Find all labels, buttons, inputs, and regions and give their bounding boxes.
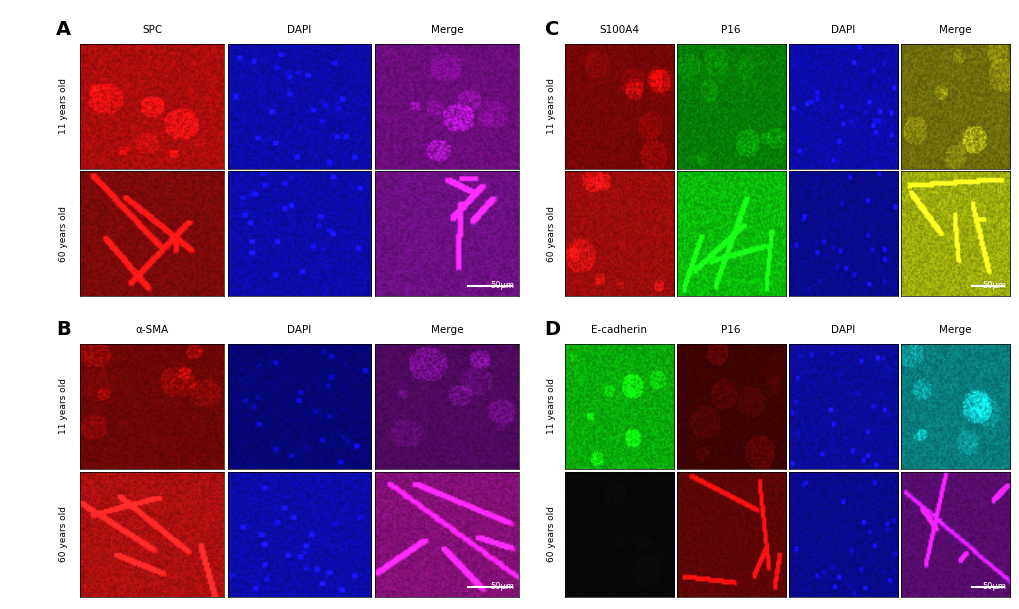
Text: C: C — [544, 20, 558, 39]
Text: 11 years old: 11 years old — [59, 378, 68, 434]
Text: 11 years old: 11 years old — [547, 78, 556, 134]
Text: SPC: SPC — [142, 24, 162, 35]
Text: Merge: Merge — [938, 325, 970, 335]
Text: Merge: Merge — [430, 24, 463, 35]
Text: D: D — [543, 320, 559, 339]
Text: 60 years old: 60 years old — [547, 206, 556, 262]
Text: 60 years old: 60 years old — [59, 506, 68, 562]
Text: 11 years old: 11 years old — [547, 378, 556, 434]
Text: B: B — [56, 320, 71, 339]
Text: S100A4: S100A4 — [598, 24, 639, 35]
Text: α-SMA: α-SMA — [136, 325, 169, 335]
Text: 11 years old: 11 years old — [59, 78, 68, 134]
Text: 60 years old: 60 years old — [59, 206, 68, 262]
Text: P16: P16 — [720, 325, 740, 335]
Text: DAPI: DAPI — [287, 24, 312, 35]
Text: DAPI: DAPI — [830, 325, 855, 335]
Text: 50μm: 50μm — [981, 281, 1006, 290]
Text: P16: P16 — [720, 24, 740, 35]
Text: 50μm: 50μm — [490, 281, 514, 290]
Text: Merge: Merge — [430, 325, 463, 335]
Text: E-cadherin: E-cadherin — [591, 325, 646, 335]
Text: A: A — [56, 20, 71, 39]
Text: 50μm: 50μm — [981, 582, 1006, 591]
Text: 50μm: 50μm — [490, 582, 514, 591]
Text: DAPI: DAPI — [287, 325, 312, 335]
Text: 60 years old: 60 years old — [547, 506, 556, 562]
Text: DAPI: DAPI — [830, 24, 855, 35]
Text: Merge: Merge — [938, 24, 970, 35]
